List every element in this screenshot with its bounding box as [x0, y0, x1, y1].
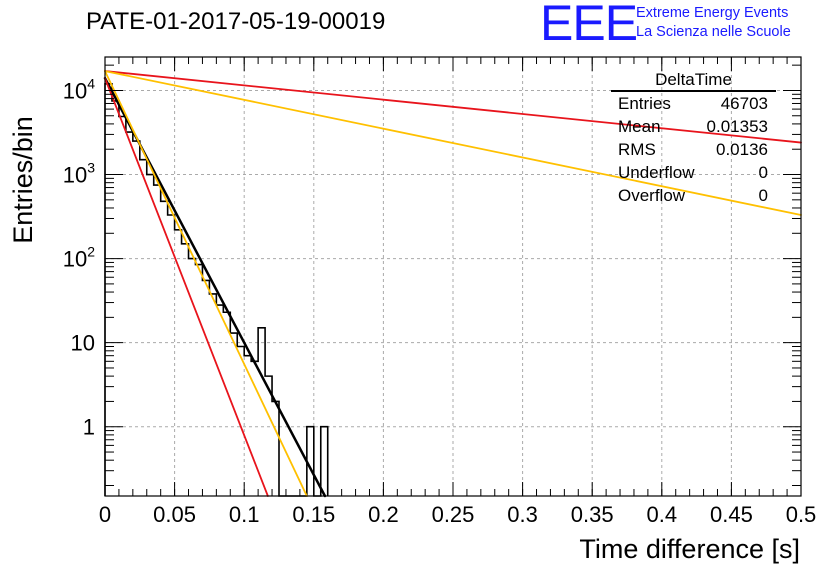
stats-label: Entries — [618, 94, 671, 113]
stats-label: RMS — [618, 140, 656, 159]
histogram-bin — [133, 141, 140, 496]
histogram-bin — [161, 201, 168, 496]
y-tick-base: 10 — [63, 78, 87, 103]
stats-label: Overflow — [618, 186, 686, 205]
x-tick-label: 0.5 — [786, 502, 817, 527]
histogram-bin — [112, 101, 119, 496]
histogram-bin — [168, 215, 175, 496]
y-tick-base: 10 — [71, 331, 95, 356]
histogram-bin — [202, 280, 209, 496]
stats-row: Overflow 0 — [606, 184, 776, 207]
x-axis-label: Time difference [s] — [579, 534, 800, 564]
x-tick-label: 0.15 — [292, 502, 335, 527]
x-tick-label: 0.45 — [710, 502, 753, 527]
y-tick-base: 1 — [83, 415, 95, 440]
histogram-bin — [105, 84, 112, 496]
histogram-bin — [126, 132, 133, 496]
stats-value: 46703 — [720, 94, 768, 113]
axes-frame — [104, 56, 802, 497]
histogram-bin — [321, 427, 328, 496]
stats-row: Mean 0.01353 — [606, 115, 776, 138]
y-tick-label: 104 — [63, 75, 95, 103]
stats-value: 0.01353 — [706, 117, 768, 136]
stats-value: 0 — [758, 186, 768, 205]
logo-line-2: La Scienza nelle Scuole — [636, 24, 791, 40]
logo-text: Extreme Energy Events La Scienza nelle S… — [636, 4, 791, 42]
stats-title: DeltaTime — [611, 70, 776, 92]
y-tick-base: 10 — [63, 247, 87, 272]
histogram-bin — [119, 116, 126, 496]
histogram-bin — [258, 328, 265, 496]
x-tick-label: 0 — [99, 502, 111, 527]
eee-logo: EEE — [540, 0, 638, 51]
x-tick-label: 0.35 — [571, 502, 614, 527]
x-tick-label: 0.05 — [153, 502, 196, 527]
stats-row: RMS 0.0136 — [606, 138, 776, 161]
x-tick-labels: 0 0.05 0.1 0.15 0.2 0.25 0.3 0.35 0.4 0.45 0.5 — [99, 502, 816, 527]
histogram-bin — [154, 185, 161, 496]
x-tick-label: 0.2 — [368, 502, 399, 527]
y-axis-label: Entries/bin — [8, 116, 38, 244]
x-tick-label: 0.4 — [647, 502, 678, 527]
grid-lines — [105, 57, 801, 496]
y-tick-exponent: 4 — [87, 75, 95, 91]
logo-line-1: Extreme Energy Events — [636, 5, 789, 21]
x-tick-label: 0.1 — [229, 502, 260, 527]
histogram-bin — [216, 305, 223, 496]
y-tick-exponent: 2 — [87, 244, 95, 260]
fit-line-flat-yellow — [104, 70, 802, 216]
stats-row: Underflow 0 — [606, 161, 776, 184]
x-tick-label: 0.3 — [507, 502, 538, 527]
histogram-bin — [223, 312, 230, 496]
stats-label: Underflow — [618, 163, 695, 182]
y-tick-label: 1 — [83, 415, 95, 440]
y-tick-label: 102 — [63, 244, 95, 272]
fit-line-steep-red — [104, 77, 269, 497]
y-tick-exponent: 3 — [87, 160, 95, 176]
y-tick-label: 10 — [71, 331, 95, 356]
histogram-bin — [272, 401, 279, 496]
fit-lines — [103, 70, 802, 498]
x-tick-label: 0.25 — [432, 502, 475, 527]
stats-row: Entries 46703 — [606, 92, 776, 115]
stats-value: 0.0136 — [716, 140, 768, 159]
stats-value: 0 — [758, 163, 768, 182]
stats-box: DeltaTime Entries 46703 Mean 0.01353 RMS 0.01… — [606, 70, 776, 207]
histogram-bin — [195, 265, 202, 496]
stats-label: Mean — [618, 117, 661, 136]
histogram-bin — [147, 175, 154, 496]
y-tick-label: 103 — [63, 160, 95, 188]
fit-line-steep-yellow — [104, 70, 308, 497]
y-tick-base: 10 — [63, 163, 87, 188]
histogram-bin — [140, 160, 147, 496]
fit-line-flat-red — [104, 70, 802, 144]
histogram-bin — [209, 294, 216, 496]
chart-title: PATE-01-2017-05-19-00019 — [86, 8, 386, 35]
